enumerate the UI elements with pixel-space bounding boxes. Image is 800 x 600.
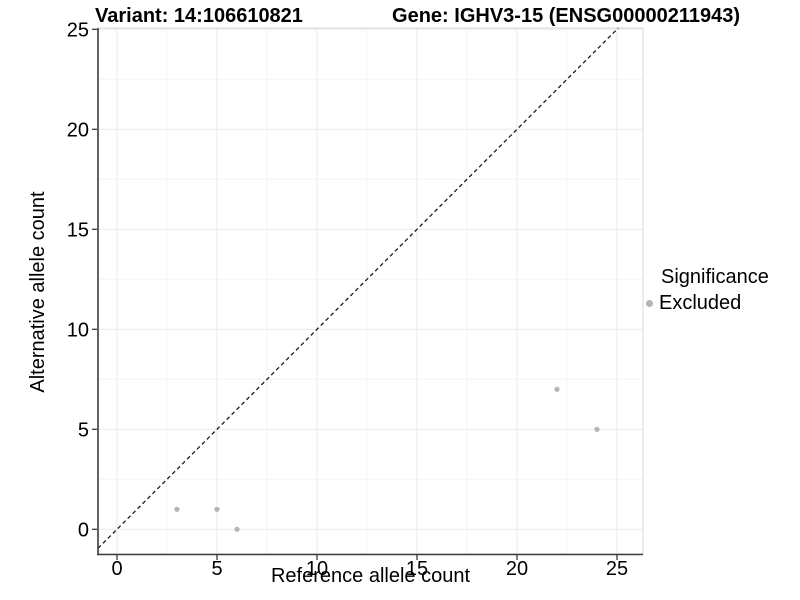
- plot-title-variant: Variant: 14:106610821: [95, 5, 303, 27]
- legend-item-excluded: Excluded: [646, 292, 769, 315]
- x-tick-label: 20: [506, 558, 528, 580]
- data-point: [174, 506, 180, 512]
- data-point: [594, 426, 600, 432]
- y-tick-label: 20: [67, 119, 89, 141]
- y-tick-label: 10: [67, 319, 89, 341]
- plot-title-gene: Gene: IGHV3-15 (ENSG00000211943): [392, 5, 740, 27]
- x-tick-label: 0: [111, 558, 122, 580]
- legend-item-label: Excluded: [659, 292, 742, 314]
- y-tick-label: 15: [67, 219, 89, 241]
- x-tick-label: 25: [606, 558, 628, 580]
- legend: Significance Excluded: [646, 266, 769, 315]
- legend-title: Significance: [661, 266, 769, 288]
- x-tick-label: 15: [406, 558, 428, 580]
- y-axis-title: Alternative allele count: [27, 191, 49, 393]
- legend-key-dot-icon: [646, 300, 653, 307]
- data-point: [554, 386, 560, 392]
- data-point: [234, 526, 240, 532]
- identity-line: [97, 27, 619, 549]
- y-tick-label: 25: [67, 19, 89, 41]
- y-tick-label: 5: [78, 419, 89, 441]
- x-tick-label: 5: [211, 558, 222, 580]
- x-tick-label: 10: [306, 558, 328, 580]
- x-axis-title: Reference allele count: [270, 565, 470, 587]
- data-point: [214, 506, 220, 512]
- y-tick-label: 0: [78, 519, 89, 541]
- panel-border: [97, 27, 644, 555]
